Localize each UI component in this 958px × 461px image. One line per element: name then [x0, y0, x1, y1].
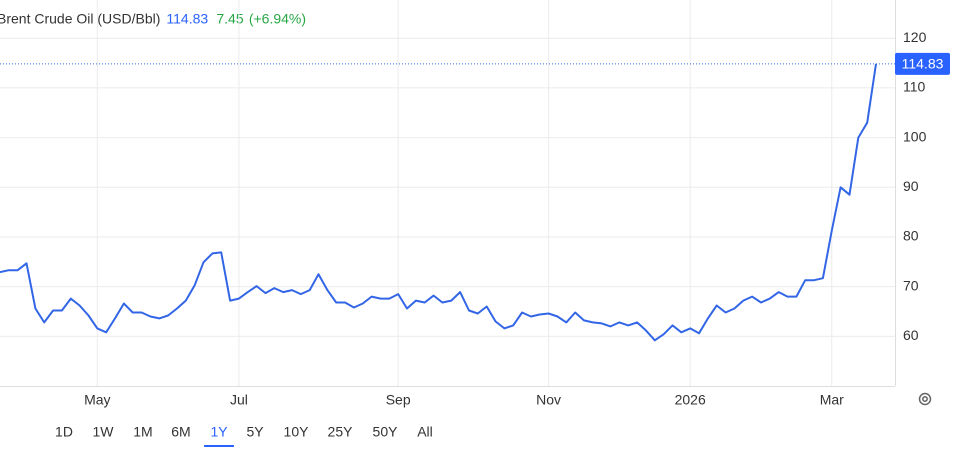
gear-outer	[918, 392, 932, 406]
y-tick-label: 120	[903, 29, 927, 45]
header-price: 114.83	[166, 11, 208, 27]
y-tick-label: 70	[903, 277, 919, 293]
y-tick-label: 90	[903, 178, 919, 194]
range-button[interactable]: 25Y	[328, 424, 354, 440]
range-button[interactable]: 1Y	[210, 424, 228, 440]
x-tick-label: Sep	[386, 392, 411, 408]
range-button[interactable]: 1M	[133, 424, 152, 440]
range-button[interactable]: 5Y	[246, 424, 264, 440]
last-price-badge	[895, 52, 950, 75]
price-line	[0, 63, 877, 342]
range-button[interactable]: 10Y	[284, 424, 310, 440]
y-tick-label: 60	[903, 327, 919, 343]
range-button[interactable]: All	[417, 424, 433, 440]
range-button[interactable]: 1W	[93, 424, 115, 440]
settings-icon[interactable]	[918, 392, 932, 406]
y-tick-label: 100	[903, 128, 927, 144]
x-tick-label: May	[84, 392, 110, 408]
x-tick-label: Mar	[820, 392, 844, 408]
range-button[interactable]: 1D	[55, 424, 73, 440]
header-change-percent: (+6.94%)	[249, 11, 306, 27]
x-tick-label: Jul	[230, 392, 248, 408]
header-change: 7.45	[216, 11, 243, 27]
chart-title: Brent Crude Oil (USD/Bbl)	[0, 11, 160, 27]
range-button[interactable]: 6M	[171, 424, 190, 440]
x-tick-label: Nov	[536, 392, 561, 408]
y-tick-label: 110	[903, 79, 926, 95]
y-tick-label: 80	[903, 228, 919, 244]
range-button[interactable]: 50Y	[373, 424, 399, 440]
last-price-label: 114.83	[902, 56, 944, 72]
x-tick-label: 2026	[675, 392, 706, 408]
gear-inner	[922, 396, 928, 402]
